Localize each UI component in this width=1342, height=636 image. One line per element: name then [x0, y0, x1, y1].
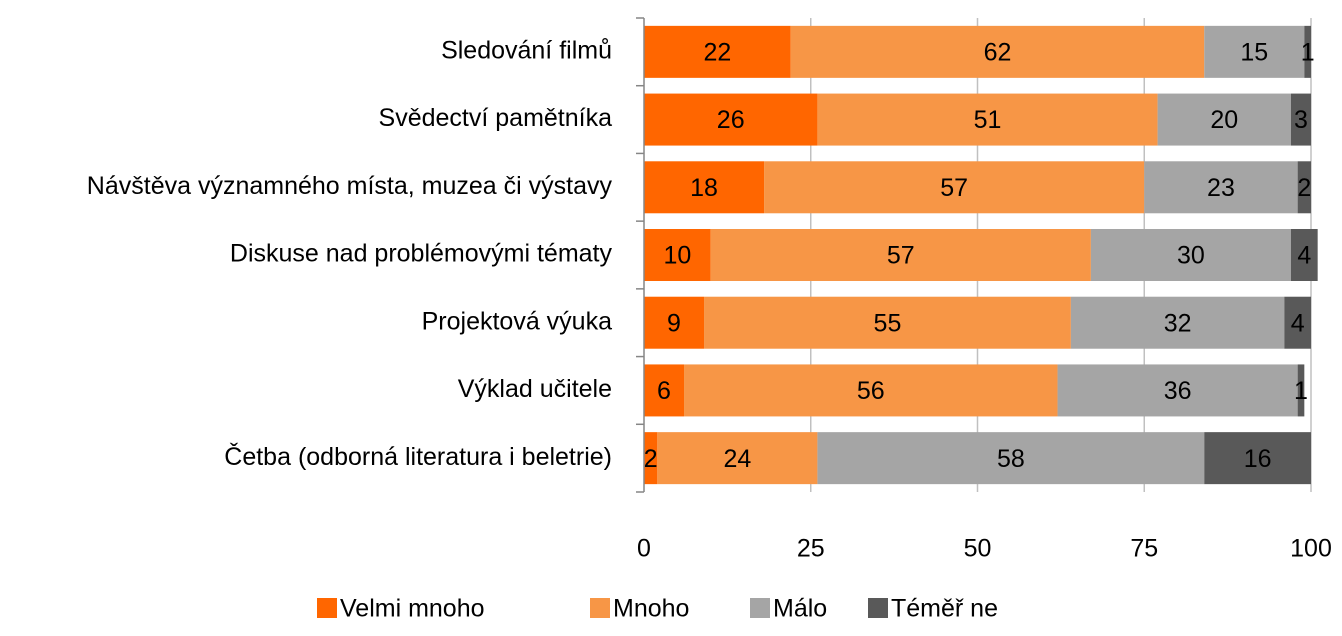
x-tick-label: 25: [797, 535, 825, 563]
bar-segment: [644, 25, 791, 78]
data-label: 1: [1294, 377, 1308, 405]
y-tick-label: Sledování filmů: [441, 36, 612, 64]
data-label: 57: [940, 174, 968, 202]
bar-segment: [644, 364, 685, 417]
data-label: 18: [690, 174, 718, 202]
data-label: 24: [723, 445, 751, 473]
y-tick-label: Návštěva významného místa, muzea či výst…: [87, 172, 613, 200]
data-label: 36: [1164, 377, 1192, 405]
bar-segment: [1304, 25, 1311, 78]
data-label: 58: [997, 445, 1025, 473]
data-label: 51: [974, 106, 1002, 134]
x-tick-label: 0: [637, 535, 651, 563]
bar-segment: [684, 364, 1058, 417]
bar-segment: [1070, 296, 1285, 349]
bar-segment: [644, 161, 765, 214]
data-label: 23: [1207, 174, 1235, 202]
x-tick-label: 50: [964, 535, 992, 563]
legend-swatch: [868, 598, 888, 618]
x-tick-label: 75: [1130, 535, 1158, 563]
data-label: 56: [857, 377, 885, 405]
legend-swatch: [590, 598, 610, 618]
legend-label: Málo: [773, 595, 827, 623]
bar-segment: [657, 432, 818, 485]
data-label: 62: [984, 38, 1012, 66]
data-label: 30: [1177, 242, 1205, 270]
data-label: 4: [1297, 242, 1311, 270]
y-tick-label: Svědectví pamětníka: [379, 104, 613, 132]
bar-segment: [764, 161, 1145, 214]
bar-segment: [1090, 229, 1291, 281]
bar-segment: [1297, 364, 1305, 417]
data-label: 9: [667, 309, 681, 337]
bar-segment: [1144, 161, 1298, 214]
bar-segment: [817, 93, 1158, 146]
bar-segment: [817, 432, 1205, 485]
bar-segment: [790, 25, 1205, 78]
y-tick-label: Četba (odborná literatura i beletrie): [224, 442, 612, 471]
bar-segment: [644, 93, 818, 146]
data-label: 22: [703, 38, 731, 66]
data-label: 16: [1244, 445, 1272, 473]
legend-label: Téměř ne: [891, 595, 998, 623]
bar-segment: [644, 432, 658, 485]
data-label: 4: [1291, 309, 1305, 337]
legend-label: Velmi mnoho: [340, 595, 485, 623]
bar-segment: [644, 296, 705, 349]
data-label: 2: [1297, 174, 1311, 202]
data-label: 55: [874, 309, 902, 337]
data-label: 57: [887, 242, 915, 270]
x-tick-label: 100: [1290, 535, 1332, 563]
data-label: 26: [717, 106, 745, 134]
bar-segment: [1204, 432, 1311, 485]
y-tick-label: Projektová výuka: [422, 307, 612, 335]
bar-segment: [1290, 93, 1311, 146]
bar-segment: [1290, 229, 1318, 281]
bar-segment: [1057, 364, 1298, 417]
bar-segment: [1284, 296, 1311, 349]
y-tick-label: Diskuse nad problémovými tématy: [230, 240, 613, 268]
bar-segment: [1297, 161, 1311, 214]
bar-segment: [1157, 93, 1291, 146]
data-label: 15: [1240, 38, 1268, 66]
data-label: 6: [657, 377, 671, 405]
data-label: 1: [1301, 38, 1315, 66]
legend-swatch: [317, 598, 337, 618]
data-label: 2: [644, 445, 658, 473]
bar-segment: [644, 229, 711, 281]
bar-segment: [704, 296, 1071, 349]
bar-segment: [710, 229, 1091, 281]
legend-swatch: [750, 598, 770, 618]
data-label: 20: [1210, 106, 1238, 134]
y-tick-label: Výklad učitele: [458, 375, 612, 403]
data-label: 10: [663, 242, 691, 270]
data-label: 32: [1164, 309, 1192, 337]
bar-segment: [1204, 25, 1305, 78]
legend-label: Mnoho: [613, 595, 689, 623]
data-label: 3: [1294, 106, 1308, 134]
